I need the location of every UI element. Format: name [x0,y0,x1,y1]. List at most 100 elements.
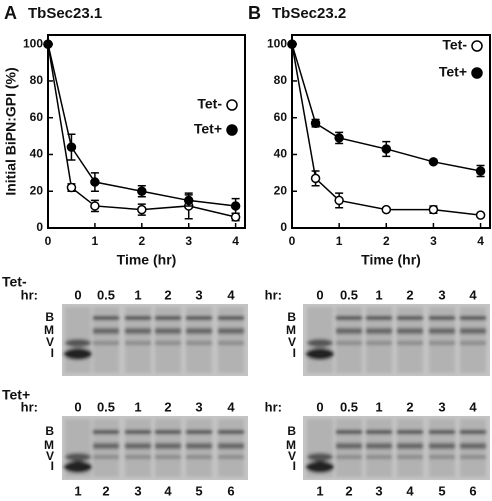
lane-time: 2 [164,287,171,302]
chart-title: TbSec23.2 [272,5,346,22]
lane-time: 0.5 [97,287,115,302]
band [397,443,423,449]
band [336,430,362,434]
hr-label: hr: [21,399,38,414]
band [186,328,212,334]
lane-time: 0.5 [340,287,358,302]
lane-time: 3 [195,399,202,414]
band [307,453,333,461]
band-label: M [44,438,54,452]
band [218,341,244,345]
band-label: I [51,459,54,473]
lane-number: 1 [74,483,81,498]
lane-time: 2 [406,399,413,414]
band [186,430,212,434]
gel-background [303,304,490,376]
lane-number: 4 [406,483,414,498]
band [306,461,334,473]
band [460,328,486,334]
legend-marker [471,40,483,52]
x-tick-label: 0 [45,234,52,248]
band [155,316,181,320]
band [65,453,91,461]
lane-time: 1 [375,399,382,414]
band [336,328,362,334]
band [218,455,244,459]
band [336,316,362,320]
legend-marker [471,67,483,79]
band [93,455,119,459]
band-label: I [51,346,54,360]
band [460,455,486,459]
band [125,430,151,434]
y-tick-label: 60 [274,110,288,124]
legend-label: Tet+ [439,64,467,80]
band [218,328,244,334]
band [218,316,244,320]
band [186,443,212,449]
data-point [230,212,241,222]
band [125,316,151,320]
data-point [90,201,100,211]
band [186,341,212,345]
panel-letter: A [4,3,17,23]
lane-number: 2 [345,483,352,498]
band [366,443,392,449]
data-line [291,44,481,216]
lane-number: 6 [469,483,476,498]
band [460,443,486,449]
hr-label: hr: [265,399,282,414]
gel-bands [64,307,244,373]
legend-label: Tet+ [194,121,222,137]
band [336,443,362,449]
lane-time: 0 [316,399,323,414]
band [125,341,151,345]
band-label: M [44,323,54,337]
band [155,328,181,334]
band [460,341,486,345]
gel-image [303,304,490,376]
y-tick-label: 100 [267,36,287,50]
lane-time: 4 [227,287,235,302]
band-label: B [45,424,54,438]
band [155,455,181,459]
y-tick-label: 80 [30,73,44,87]
band-label: B [287,424,296,438]
y-tick-label: 100 [23,36,43,50]
band [218,443,244,449]
x-tick-label: 0 [289,234,296,248]
data-point [43,39,53,49]
plot-frame [47,34,246,229]
band-label: V [46,335,54,349]
y-tick-label: 40 [30,147,44,161]
lane-time: 1 [375,287,382,302]
data-line [47,44,236,207]
data-point [475,166,486,176]
band [125,328,151,334]
band-label: M [286,323,296,337]
lane-number: 4 [164,483,172,498]
band-label: V [288,335,296,349]
data-point [310,173,321,184]
y-tick-label: 0 [280,220,287,234]
band-label: B [45,310,54,324]
lane-time: 4 [469,399,477,414]
lane-time: 0 [74,399,81,414]
y-tick-label: 80 [274,73,288,87]
gel-image [62,304,248,376]
data-line [47,44,236,218]
y-tick-label: 0 [36,220,43,234]
gel-bands [306,307,486,373]
band [336,341,362,345]
data-line [291,43,481,172]
band [64,348,92,360]
plot-frame [291,34,491,229]
band [65,339,91,347]
band [218,430,244,434]
band [155,430,181,434]
gel-image [62,416,248,480]
lane-number: 5 [195,483,202,498]
data-point [137,204,147,215]
band [397,455,423,459]
